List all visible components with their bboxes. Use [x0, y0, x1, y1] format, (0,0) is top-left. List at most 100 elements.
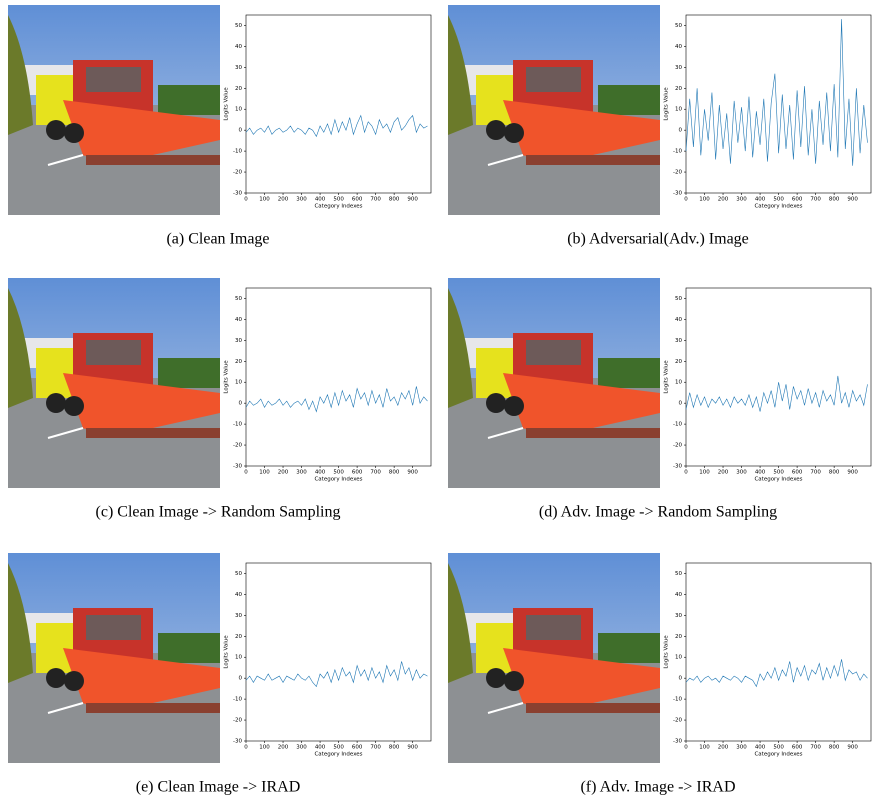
- y-tick-label: 10: [235, 107, 242, 113]
- y-tick-label: 30: [235, 65, 242, 71]
- y-tick-label: 30: [675, 338, 682, 344]
- y-axis-label: Logits Value: [224, 635, 230, 669]
- x-tick-label: 800: [389, 197, 400, 203]
- x-tick-label: 600: [792, 745, 803, 751]
- x-tick-label: 700: [810, 745, 821, 751]
- x-tick-label: 0: [244, 197, 248, 203]
- x-tick-label: 500: [773, 745, 784, 751]
- y-tick-label: 50: [675, 296, 682, 302]
- y-tick-label: 20: [675, 86, 682, 92]
- photo: [8, 553, 220, 763]
- data-line: [685, 19, 868, 166]
- x-tick-label: 300: [296, 745, 307, 751]
- caption: (b) Adversarial(Adv.) Image: [567, 231, 749, 248]
- x-axis-label: Category Indexes: [754, 204, 802, 210]
- y-tick-label: -20: [673, 170, 682, 176]
- photo: [8, 278, 220, 488]
- x-tick-label: 400: [755, 197, 766, 203]
- x-tick-label: 400: [755, 470, 766, 476]
- x-tick-label: 400: [755, 745, 766, 751]
- photo: [448, 553, 660, 763]
- plot-frame: [685, 287, 872, 467]
- x-tick-label: 400: [315, 745, 326, 751]
- x-tick-label: 300: [736, 745, 747, 751]
- y-tick-label: -30: [673, 464, 682, 470]
- x-tick-label: 700: [370, 197, 381, 203]
- x-tick-label: 800: [829, 470, 840, 476]
- y-tick-label: -10: [233, 697, 242, 703]
- x-tick-label: 400: [315, 470, 326, 476]
- x-tick-label: 900: [847, 197, 858, 203]
- x-tick-label: 700: [810, 197, 821, 203]
- photo: [448, 278, 660, 488]
- x-tick-label: 200: [278, 470, 289, 476]
- y-tick-label: 10: [675, 655, 682, 661]
- y-tick-label: 30: [235, 338, 242, 344]
- x-tick-label: 0: [684, 197, 688, 203]
- plot-frame: [685, 14, 872, 194]
- y-tick-label: 30: [235, 613, 242, 619]
- x-tick-label: 700: [810, 470, 821, 476]
- y-tick-label: 40: [235, 44, 242, 50]
- x-tick-label: 100: [699, 745, 710, 751]
- y-tick-label: 10: [235, 380, 242, 386]
- y-axis-label: Logits Value: [224, 87, 230, 121]
- y-tick-label: 0: [679, 676, 683, 682]
- x-tick-label: 300: [736, 197, 747, 203]
- x-tick-label: 500: [333, 197, 344, 203]
- y-tick-label: 40: [235, 317, 242, 323]
- y-tick-label: 0: [679, 401, 683, 407]
- y-tick-label: 10: [235, 655, 242, 661]
- y-tick-label: -10: [673, 697, 682, 703]
- y-axis-label: Logits Value: [224, 360, 230, 394]
- y-tick-label: 50: [235, 23, 242, 29]
- y-tick-label: 30: [675, 65, 682, 71]
- y-tick-label: 0: [679, 128, 683, 134]
- y-tick-label: -10: [233, 149, 242, 155]
- y-tick-label: 20: [235, 359, 242, 365]
- x-tick-label: 600: [352, 745, 363, 751]
- x-tick-label: 100: [699, 470, 710, 476]
- x-tick-label: 900: [407, 470, 418, 476]
- y-tick-label: -30: [673, 739, 682, 745]
- data-line: [245, 386, 428, 413]
- x-tick-label: 500: [773, 470, 784, 476]
- photo: [448, 5, 660, 215]
- x-tick-label: 800: [829, 745, 840, 751]
- y-tick-label: 40: [675, 317, 682, 323]
- y-tick-label: -20: [233, 718, 242, 724]
- y-tick-label: -10: [673, 422, 682, 428]
- y-axis-label: Logits Value: [664, 87, 670, 121]
- y-tick-label: 20: [675, 359, 682, 365]
- x-tick-label: 800: [389, 470, 400, 476]
- y-tick-label: 0: [239, 128, 243, 134]
- x-tick-label: 100: [259, 197, 270, 203]
- caption: (e) Clean Image -> IRAD: [136, 779, 301, 796]
- y-tick-label: 50: [235, 571, 242, 577]
- y-tick-label: -10: [673, 149, 682, 155]
- y-axis-label: Logits Value: [664, 635, 670, 669]
- x-tick-label: 200: [718, 745, 729, 751]
- y-tick-label: 0: [239, 401, 243, 407]
- y-tick-label: 10: [675, 380, 682, 386]
- y-tick-label: 40: [675, 592, 682, 598]
- x-tick-label: 700: [370, 745, 381, 751]
- x-tick-label: 500: [773, 197, 784, 203]
- y-tick-label: -30: [233, 191, 242, 197]
- x-tick-label: 500: [333, 470, 344, 476]
- x-tick-label: 600: [352, 470, 363, 476]
- plot-frame: [245, 14, 432, 194]
- y-tick-label: 40: [675, 44, 682, 50]
- x-tick-label: 900: [847, 470, 858, 476]
- caption: (a) Clean Image: [166, 231, 269, 248]
- y-tick-label: 30: [675, 613, 682, 619]
- y-tick-label: 20: [235, 86, 242, 92]
- x-tick-label: 0: [684, 745, 688, 751]
- y-tick-label: -30: [233, 739, 242, 745]
- x-tick-label: 0: [244, 470, 248, 476]
- x-tick-label: 800: [389, 745, 400, 751]
- x-tick-label: 200: [718, 197, 729, 203]
- y-tick-label: -20: [233, 170, 242, 176]
